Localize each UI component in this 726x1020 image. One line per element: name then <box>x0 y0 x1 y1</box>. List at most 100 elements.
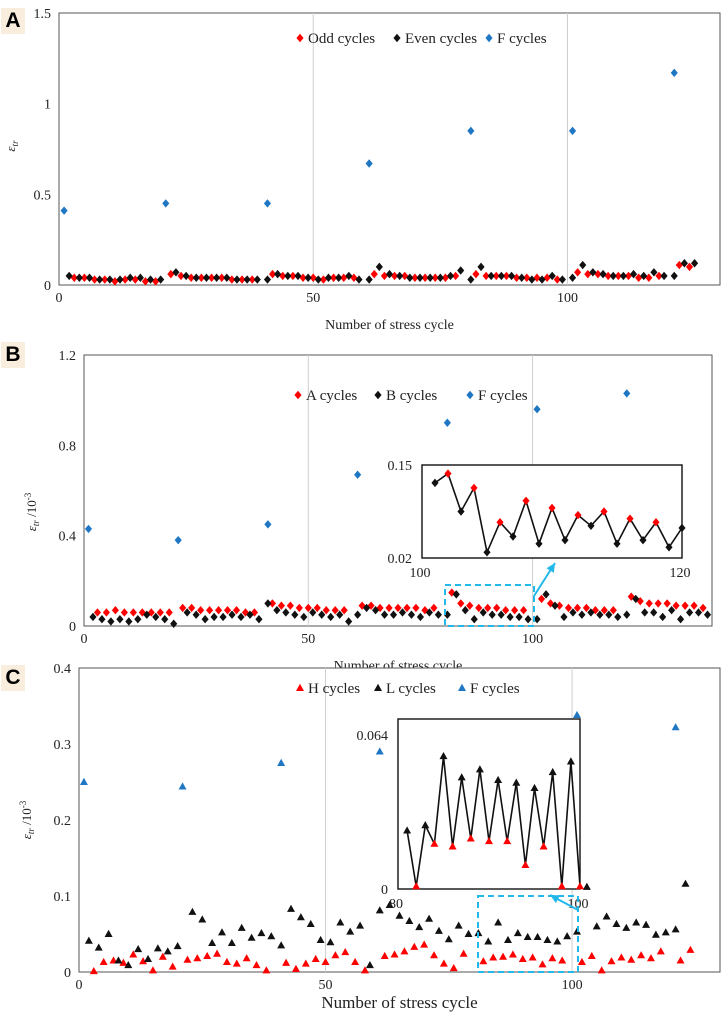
data-point <box>407 610 416 619</box>
data-point <box>134 615 142 624</box>
inset-point <box>457 773 466 781</box>
data-point <box>238 275 246 284</box>
y-axis-label: εtr <box>3 140 20 152</box>
data-point <box>503 935 512 944</box>
inset-point <box>448 842 457 850</box>
inset-point <box>600 507 608 516</box>
data-point <box>597 966 606 974</box>
inset-point <box>574 510 582 520</box>
data-point <box>600 605 608 615</box>
legend-marker <box>374 390 382 400</box>
data-point <box>324 273 333 282</box>
data-point <box>222 957 231 966</box>
data-point <box>126 273 134 282</box>
data-point <box>345 617 353 626</box>
data-point <box>157 275 165 284</box>
data-point <box>158 952 167 960</box>
data-point <box>681 601 689 610</box>
data-point <box>365 159 373 168</box>
inset-y-tick: 0.15 <box>388 459 413 474</box>
data-point <box>111 605 119 615</box>
data-point <box>670 68 678 78</box>
data-point <box>502 271 511 281</box>
data-point <box>528 275 536 284</box>
series-f-cycles <box>84 389 631 545</box>
data-point <box>459 949 468 957</box>
inset-x-tick: 120 <box>670 566 691 581</box>
y-tick-label: 1 <box>44 98 51 113</box>
data-point <box>309 608 317 617</box>
inset-point <box>503 836 512 845</box>
data-point <box>273 605 281 615</box>
y-tick-label: 0.8 <box>59 439 77 454</box>
data-point <box>346 927 355 935</box>
data-point <box>439 959 448 967</box>
data-point <box>139 957 148 965</box>
inset-point <box>548 503 556 513</box>
data-point <box>686 945 695 953</box>
data-point <box>497 610 505 619</box>
data-point <box>533 615 541 624</box>
data-point <box>296 913 305 921</box>
data-point <box>416 273 424 282</box>
data-point <box>479 608 487 617</box>
data-point <box>248 275 256 284</box>
data-point <box>577 957 586 966</box>
data-point <box>670 271 678 281</box>
data-point <box>311 954 320 963</box>
data-point <box>206 605 214 615</box>
data-point <box>241 608 250 617</box>
data-point <box>515 612 523 622</box>
data-point <box>619 271 627 281</box>
data-point <box>573 710 581 719</box>
data-point <box>84 524 93 534</box>
inset-point <box>613 539 621 548</box>
data-point <box>425 608 433 617</box>
data-point <box>304 603 312 613</box>
data-point <box>594 269 602 279</box>
data-point <box>274 269 282 279</box>
data-point <box>508 950 517 958</box>
inset-point <box>587 521 595 531</box>
data-point <box>354 470 362 479</box>
x-axis-label: Number of stress cycle <box>321 993 477 1012</box>
data-point <box>672 601 680 610</box>
data-point <box>268 599 276 608</box>
data-point <box>551 601 559 610</box>
inset-point <box>561 535 569 545</box>
data-point <box>354 610 362 619</box>
data-point <box>335 273 343 282</box>
data-point <box>492 271 500 281</box>
data-point <box>336 610 344 619</box>
data-point <box>637 951 646 959</box>
data-point <box>375 747 384 755</box>
data-point <box>93 608 102 617</box>
data-point <box>106 275 114 284</box>
data-point <box>604 271 612 281</box>
data-point <box>623 610 631 619</box>
data-point <box>396 271 404 281</box>
data-point <box>287 904 296 912</box>
data-point <box>268 269 277 279</box>
data-point <box>412 603 420 613</box>
data-point <box>370 269 378 279</box>
data-point <box>558 275 566 284</box>
inset-point <box>576 882 584 890</box>
data-point <box>489 953 498 961</box>
data-point <box>124 960 133 969</box>
x-tick-label: 0 <box>56 291 63 306</box>
data-point <box>96 275 104 284</box>
data-point <box>197 605 205 615</box>
plot-area <box>58 12 721 286</box>
data-point <box>568 126 577 136</box>
data-point <box>263 275 272 284</box>
inset-point <box>535 539 543 548</box>
data-point <box>80 273 88 282</box>
y-tick-label: 0.4 <box>54 662 72 677</box>
data-point <box>227 938 236 947</box>
data-point <box>461 605 469 615</box>
data-point <box>589 268 597 277</box>
data-point <box>120 608 128 617</box>
data-point <box>104 929 113 937</box>
inset-point <box>678 523 686 533</box>
